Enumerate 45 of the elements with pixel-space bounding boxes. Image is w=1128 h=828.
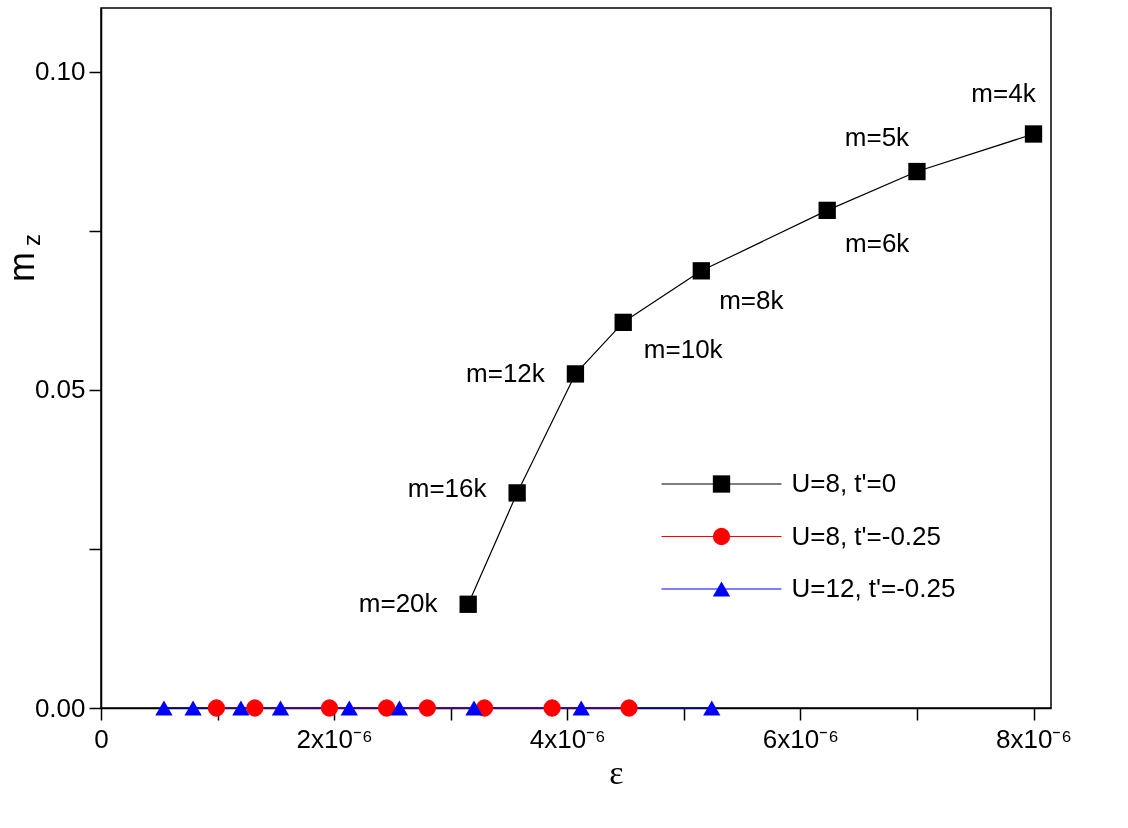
point	[566, 365, 585, 383]
annotation: m=20k	[358, 588, 439, 619]
annotation: m=5k	[844, 121, 911, 152]
point	[246, 699, 264, 717]
point	[390, 700, 409, 716]
x-tick-label: 0	[94, 723, 109, 754]
point	[614, 313, 632, 332]
point	[692, 262, 710, 280]
annotation: m=8k	[719, 284, 785, 315]
annotation: m=10k	[643, 334, 724, 365]
y-tick-label: 0.10	[34, 56, 86, 87]
point	[818, 201, 836, 220]
point	[459, 595, 477, 613]
point	[377, 699, 396, 717]
annotation: m=16k	[407, 472, 488, 503]
point	[1024, 125, 1043, 143]
point	[340, 700, 358, 716]
annotation: m=4k	[971, 78, 1037, 108]
x-tick-label: 2x10⁻⁶	[296, 723, 373, 754]
point	[207, 699, 226, 717]
point	[184, 700, 202, 716]
legend-label: U=8, t'=-0.25	[791, 520, 941, 551]
point	[703, 700, 721, 716]
x-tick-label: 6x10⁻⁶	[762, 723, 839, 754]
point	[155, 700, 173, 716]
point	[908, 162, 926, 181]
annotation: m=12k	[466, 357, 546, 388]
x-axis-title: ε	[609, 753, 624, 791]
y-axis-title: mz	[1, 234, 45, 282]
x-tick-label: 4x10⁻⁶	[529, 723, 606, 754]
x-tick-label: 8x10⁻⁶	[995, 723, 1073, 754]
point	[232, 700, 250, 716]
point	[418, 699, 437, 717]
point	[543, 699, 561, 717]
annotation: m=6k	[845, 228, 911, 259]
point	[271, 700, 290, 716]
y-tick-label: 0.05	[34, 374, 86, 405]
y-tick-label: 0.00	[34, 692, 86, 723]
point	[508, 484, 526, 502]
point	[320, 699, 339, 717]
legend-label: U=8, t'=0	[791, 468, 897, 498]
legend-label: U=12, t'=-0.25	[791, 573, 956, 603]
point	[620, 699, 638, 717]
point	[465, 700, 483, 716]
point	[572, 700, 590, 716]
